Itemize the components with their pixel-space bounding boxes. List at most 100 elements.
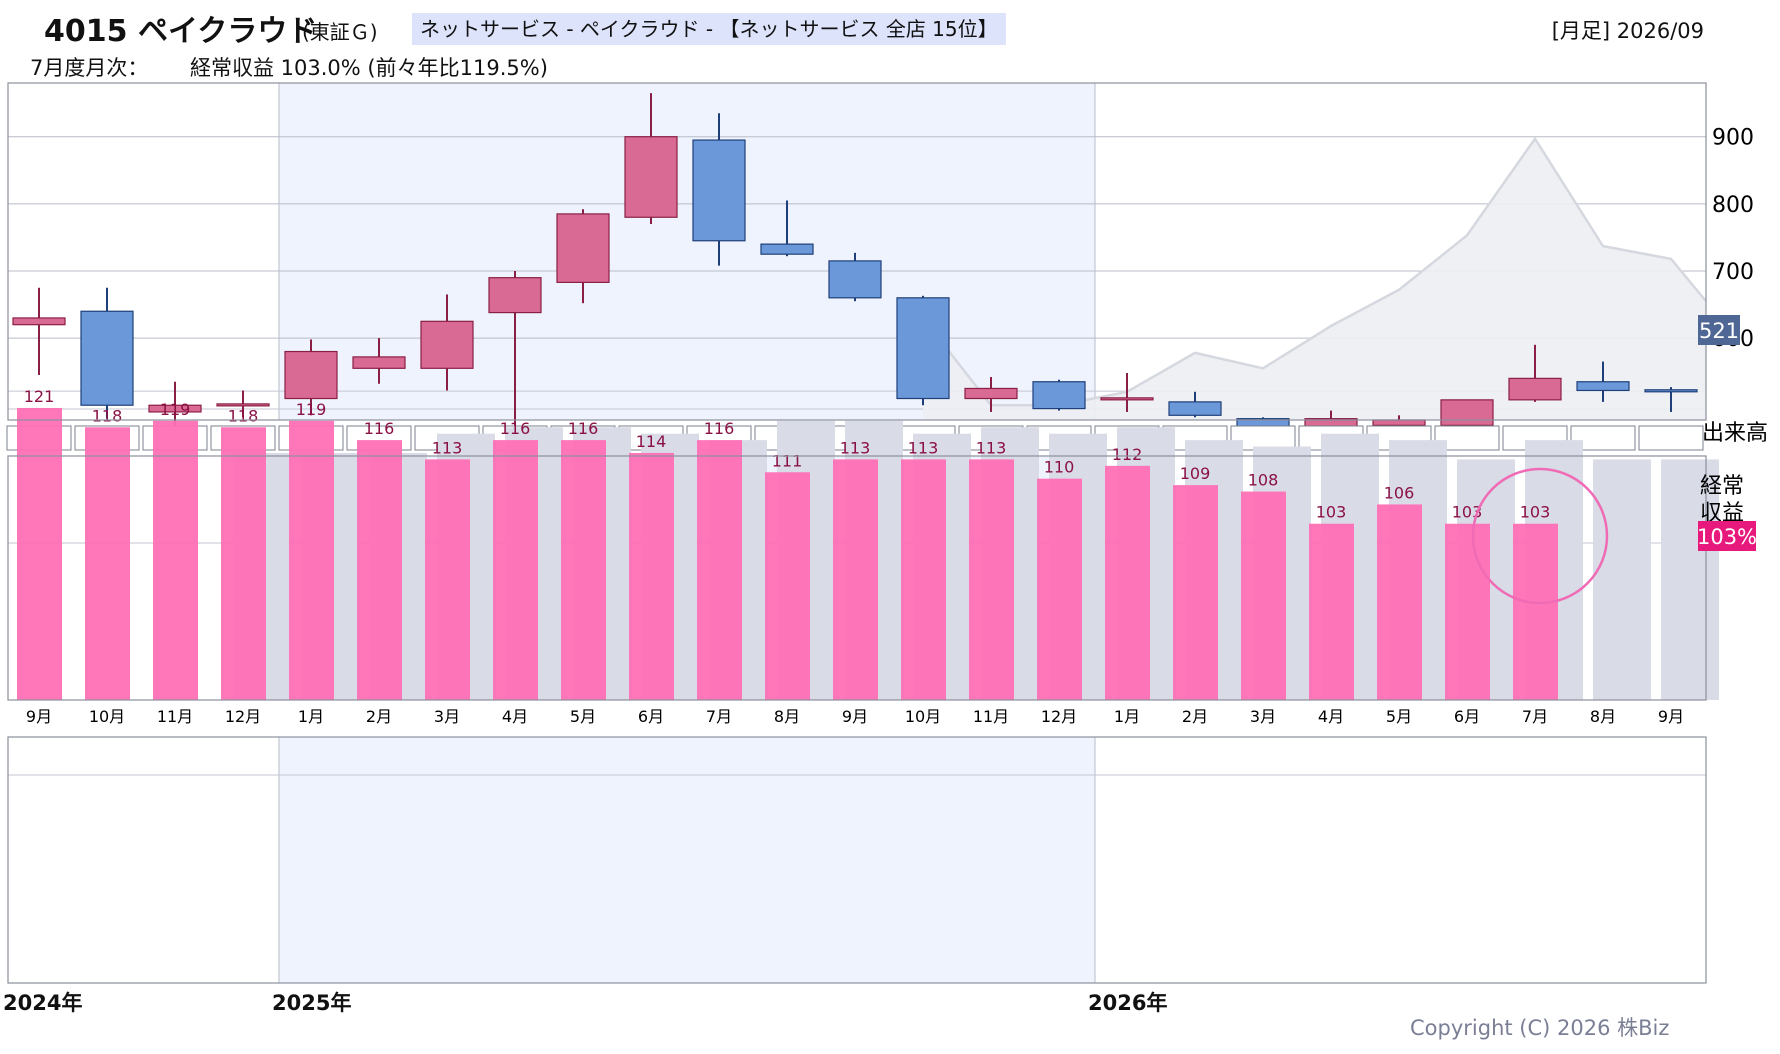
volume-box <box>1638 425 1704 451</box>
candle-body <box>80 310 134 406</box>
highlight-circle <box>1471 467 1609 605</box>
year-shade-0 <box>279 83 1095 420</box>
price-badge: 521 <box>1699 319 1739 343</box>
month-tick-label: 6月 <box>1454 707 1480 726</box>
timeframe-label: [月足] 2026/09 <box>1551 19 1704 43</box>
price-tick-label: 700 <box>1712 260 1754 285</box>
revenue-bar-label: 113 <box>976 438 1007 457</box>
revenue-bar-label: 106 <box>1384 483 1415 502</box>
month-tick-label: 9月 <box>842 707 868 726</box>
candle-body <box>216 403 270 407</box>
revenue-bar <box>493 440 538 700</box>
monthly-report-value: 経常収益 103.0% (前々年比119.5%) <box>190 56 548 80</box>
revenue-badge: 103% <box>1697 525 1757 549</box>
revenue-bar <box>357 440 402 700</box>
revenue-bar-label: 116 <box>704 419 735 438</box>
revenue-bar <box>765 472 810 700</box>
monthly-report-label: 7月度月次： <box>30 56 149 80</box>
month-tick-label: 8月 <box>1590 707 1616 726</box>
revenue-bar-label: 116 <box>568 419 599 438</box>
candle-body <box>148 404 202 413</box>
month-tick-label: 3月 <box>434 707 460 726</box>
month-tick-label: 12月 <box>1041 707 1077 726</box>
month-tick-label: 2月 <box>1182 707 1208 726</box>
month-tick-label: 4月 <box>1318 707 1344 726</box>
candle-body <box>1440 399 1494 426</box>
candle-body <box>1100 397 1154 401</box>
candle-body <box>1168 401 1222 416</box>
candle-body <box>1508 377 1562 401</box>
candle-body <box>896 297 950 400</box>
revenue-bar <box>153 420 198 700</box>
stock-title: 4015 ペイクラウド <box>44 14 318 49</box>
candle-body <box>1032 381 1086 410</box>
revenue-bar-label: 103 <box>1316 503 1347 522</box>
revenue-bar <box>1241 491 1286 700</box>
revenue-bar <box>425 459 470 700</box>
price-badge-bg <box>1698 315 1740 345</box>
price-tick-label: 800 <box>1712 193 1754 218</box>
revenue-bar <box>1445 523 1490 700</box>
revenue-bar-label: 111 <box>772 451 803 470</box>
revenue-bar-label: 119 <box>160 400 191 419</box>
revenue-bar <box>1309 523 1354 700</box>
candle-body <box>284 350 338 400</box>
revenue-bar <box>833 459 878 700</box>
candle-body <box>624 136 678 218</box>
month-tick-label: 3月 <box>1250 707 1276 726</box>
month-tick-label: 1月 <box>1114 707 1140 726</box>
candle-body <box>692 139 746 242</box>
month-tick-label: 12月 <box>225 707 261 726</box>
revenue-bar-label: 119 <box>296 400 327 419</box>
month-tick-label: 9月 <box>26 707 52 726</box>
candle-body <box>488 277 542 314</box>
year-label-2024: 2024年 <box>3 991 83 1015</box>
month-tick-label: 11月 <box>157 707 193 726</box>
revenue-badge-bg <box>1698 521 1756 551</box>
revenue-bar-label: 118 <box>228 406 259 425</box>
month-tick-label: 9月 <box>1658 707 1684 726</box>
year-label-2025: 2025年 <box>272 991 352 1015</box>
revenue-bar-label: 108 <box>1248 471 1279 490</box>
revenue-bar-label: 113 <box>908 438 939 457</box>
candle-body <box>760 243 814 255</box>
revenue-bar <box>561 440 606 700</box>
candle-body <box>1644 389 1698 393</box>
revenue-bar <box>697 440 742 700</box>
month-tick-label: 4月 <box>502 707 528 726</box>
revenue-bar <box>629 452 674 700</box>
chart-frames <box>7 82 1707 984</box>
revenue-bar <box>901 459 946 700</box>
month-tick-label: 1月 <box>298 707 324 726</box>
month-tick-label: 8月 <box>774 707 800 726</box>
revenue-bar <box>969 459 1014 700</box>
revenue-bar <box>1105 465 1150 700</box>
revenue-bar-label: 112 <box>1112 445 1143 464</box>
month-tick-label: 11月 <box>973 707 1009 726</box>
month-tick-label: 6月 <box>638 707 664 726</box>
volume-label: 出来高 <box>1702 421 1768 446</box>
candle-body <box>556 213 610 283</box>
chart-labels-layer: 9008007006001219月11810月11911月11812月1191月… <box>24 126 1754 726</box>
candle-body <box>12 317 66 326</box>
candle-body <box>1372 419 1426 426</box>
month-tick-label: 7月 <box>706 707 732 726</box>
sector-badge[interactable]: ネットサービス - ペイクラウド - 【ネットサービス 全店 15位】 <box>412 13 1006 45</box>
candle-body <box>420 320 474 369</box>
prev-revenue-bar <box>1661 459 1719 700</box>
month-tick-label: 5月 <box>1386 707 1412 726</box>
price-tick-label: 900 <box>1712 126 1754 151</box>
panel-frame-0 <box>7 82 1707 421</box>
market-label: (東証Ｇ) <box>302 20 378 44</box>
candle-body <box>964 387 1018 400</box>
revenue-bar <box>85 427 130 700</box>
revenue-label-line1: 経常 <box>1700 474 1744 499</box>
revenue-bar <box>1173 485 1218 700</box>
revenue-bar-label: 114 <box>636 432 667 451</box>
month-tick-label: 5月 <box>570 707 596 726</box>
copyright: Copyright (C) 2026 株Biz <box>1410 1016 1670 1040</box>
revenue-bar-label: 116 <box>500 419 531 438</box>
revenue-bar <box>1377 504 1422 700</box>
revenue-bar <box>289 420 334 700</box>
month-tick-label: 10月 <box>89 707 125 726</box>
